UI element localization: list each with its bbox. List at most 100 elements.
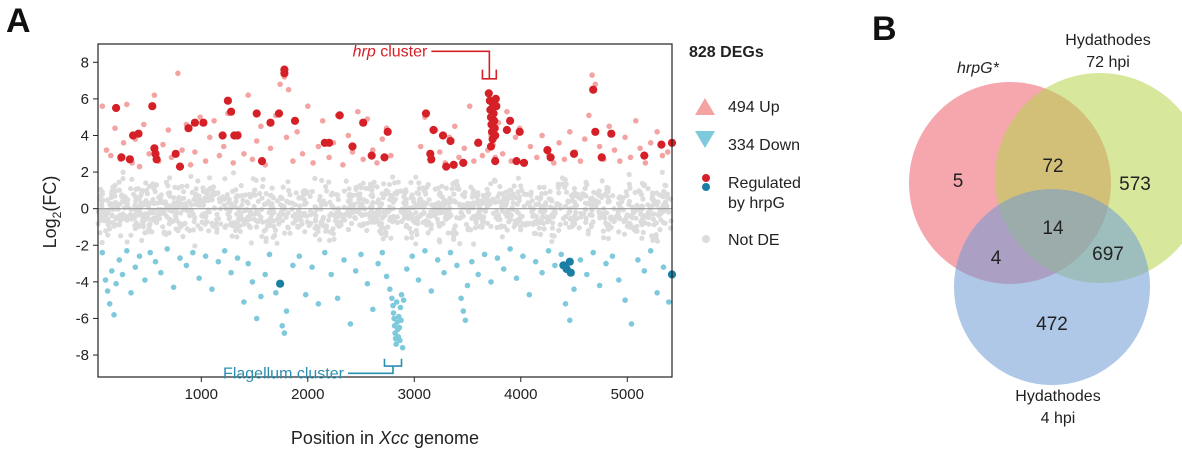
not-de-point	[140, 221, 146, 227]
down-point	[464, 282, 471, 289]
not-de-point	[375, 212, 381, 218]
not-de-point	[190, 227, 196, 233]
not-de-point	[394, 214, 400, 220]
up-point	[315, 143, 322, 150]
venn-label-hrpg: hrpG*	[957, 60, 1000, 77]
not-de-point	[248, 240, 254, 246]
venn-count-hrpg-72: 72	[1042, 156, 1063, 177]
not-de-point	[234, 211, 240, 217]
not-de-point	[473, 216, 479, 222]
y-tick-label: 0	[81, 201, 89, 218]
not-de-point	[313, 218, 319, 224]
legend-down-label: 334 Down	[728, 137, 800, 154]
up-point	[589, 72, 595, 78]
not-de-point	[604, 186, 610, 192]
not-de-point	[496, 191, 502, 197]
not-de-point	[312, 232, 318, 238]
not-de-point	[328, 192, 334, 198]
not-de-point	[413, 210, 419, 216]
not-de-point	[161, 208, 167, 214]
not-de-point	[626, 181, 633, 187]
regulated-up-point	[175, 162, 185, 171]
not-de-point	[210, 190, 216, 196]
not-de-point	[353, 184, 359, 190]
up-point	[461, 145, 468, 152]
down-point	[379, 249, 386, 256]
down-point	[397, 337, 403, 344]
not-de-point	[504, 200, 510, 206]
not-de-point	[266, 209, 272, 216]
down-point	[290, 262, 296, 269]
not-de-point	[124, 217, 130, 223]
not-de-point	[425, 230, 431, 236]
up-point	[606, 123, 612, 130]
down-point	[545, 248, 552, 254]
not-de-point	[227, 214, 233, 220]
up-point	[112, 125, 118, 131]
not-de-point	[296, 194, 302, 201]
down-point	[234, 255, 241, 261]
not-de-point	[539, 191, 545, 197]
regulated-up-point	[257, 157, 267, 166]
not-de-point	[276, 221, 282, 227]
not-de-point	[332, 218, 338, 224]
down-point	[500, 266, 507, 272]
not-de-point	[222, 224, 228, 230]
y-axis-label-main: Log	[40, 218, 60, 248]
not-de-point	[230, 170, 237, 176]
not-de-point	[515, 175, 522, 181]
not-de-point	[374, 184, 380, 190]
down-point	[281, 330, 288, 336]
regulated-up-point	[484, 89, 493, 98]
not-de-point	[364, 227, 370, 234]
not-de-point	[415, 221, 421, 227]
down-point	[596, 282, 603, 289]
down-point	[584, 271, 590, 278]
not-de-point	[224, 195, 230, 201]
hrp-label-italic: hrp	[353, 43, 376, 60]
not-de-point	[381, 192, 387, 198]
down-point	[253, 315, 260, 322]
x-axis-label: Position in Xcc genome	[291, 428, 479, 448]
down-point	[404, 266, 410, 272]
not-de-point	[571, 217, 577, 224]
x-tick-label: 4000	[504, 386, 537, 403]
not-de-point	[649, 233, 655, 239]
not-de-point	[514, 209, 520, 215]
not-de-point	[207, 175, 213, 181]
not-de-point	[119, 199, 125, 205]
up-point	[627, 154, 634, 161]
regulated-up-point	[151, 149, 160, 158]
up-point	[349, 149, 356, 155]
down-point	[660, 264, 667, 271]
not-de-point	[534, 217, 541, 223]
not-de-point	[408, 195, 414, 201]
up-point	[283, 134, 290, 141]
down-point	[558, 251, 564, 258]
not-de-point	[180, 189, 187, 195]
not-de-point	[507, 216, 514, 223]
not-de-point	[655, 212, 662, 218]
not-de-point	[477, 208, 483, 214]
down-point	[347, 321, 354, 327]
not-de-point	[255, 198, 261, 204]
not-de-point	[99, 239, 105, 246]
up-point	[108, 152, 114, 159]
not-de-point	[272, 227, 279, 233]
not-de-point	[109, 213, 115, 219]
regulated-up-point	[148, 102, 157, 111]
down-point	[398, 291, 405, 298]
down-point	[609, 253, 616, 259]
regulated-down-point	[565, 257, 574, 266]
down-point	[387, 286, 393, 293]
not-de-point	[318, 201, 324, 208]
regulated-up-point	[280, 65, 289, 74]
not-de-point	[566, 224, 573, 230]
down-point	[622, 297, 628, 304]
not-de-point	[659, 169, 665, 175]
down-point	[328, 271, 335, 278]
not-de-point	[222, 176, 228, 182]
x-axis-label-prefix: Position in	[291, 428, 379, 448]
regulated-up-point	[657, 140, 666, 149]
not-de-point	[350, 192, 356, 198]
